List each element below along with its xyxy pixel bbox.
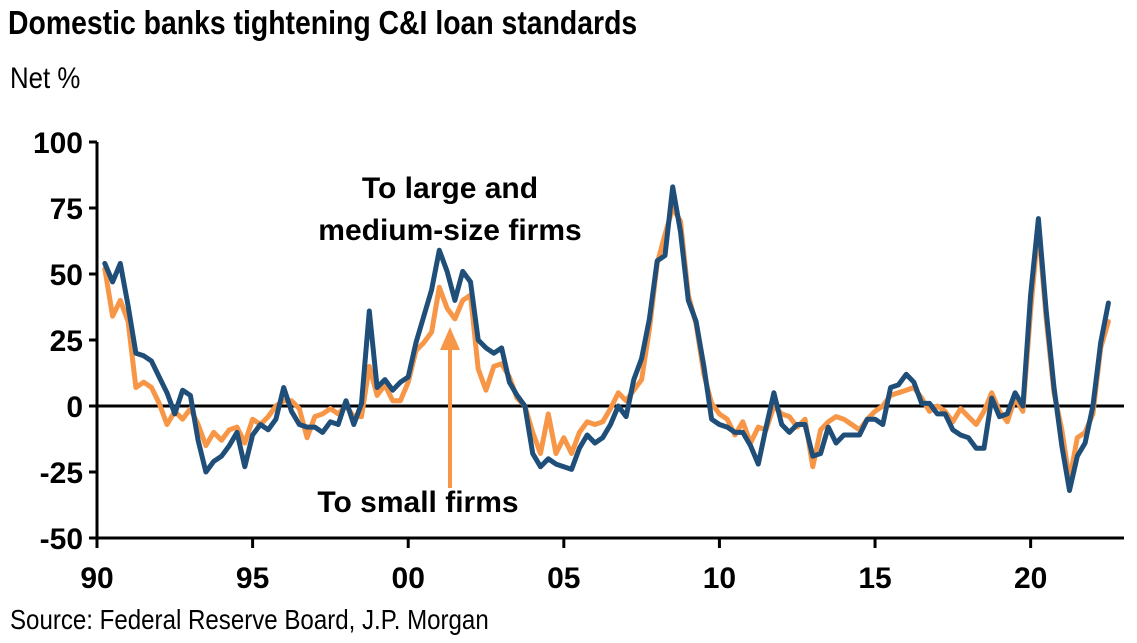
y-tick-label: 50 [50,259,83,292]
y-tick-label: -50 [40,523,83,556]
x-tick-label: 15 [858,562,891,595]
x-tick-label: 00 [392,562,425,595]
x-tick-label: 90 [80,562,113,595]
series-line-small-firms [102,205,1111,483]
annotation-arrow-head [440,327,460,350]
x-tick-label: 10 [703,562,736,595]
annotation-small-firms: To small firms [317,486,518,519]
annotation-large-firms-line1: To large and [362,172,538,205]
annotation-large-firms-line2: medium-size firms [318,214,581,247]
y-axis-unit-label: Net % [10,62,81,95]
y-tick-label: 100 [33,127,83,160]
x-tick-label: 20 [1014,562,1047,595]
y-tick-label: 75 [50,193,83,226]
chart-title: Domestic banks tightening C&I loan stand… [8,4,638,41]
x-tick-label: 95 [236,562,269,595]
series-line-large-medium-firms [102,184,1111,493]
y-tick-label: 0 [66,391,83,424]
x-axis: 90 95 00 05 10 15 20 [80,538,1047,595]
y-axis: 100 75 50 25 0 -25 -50 [33,127,97,556]
y-tick-label: -25 [40,457,83,490]
source-note: Source: Federal Reserve Board, J.P. Morg… [10,604,489,635]
x-tick-label: 05 [547,562,580,595]
y-tick-label: 25 [50,325,83,358]
